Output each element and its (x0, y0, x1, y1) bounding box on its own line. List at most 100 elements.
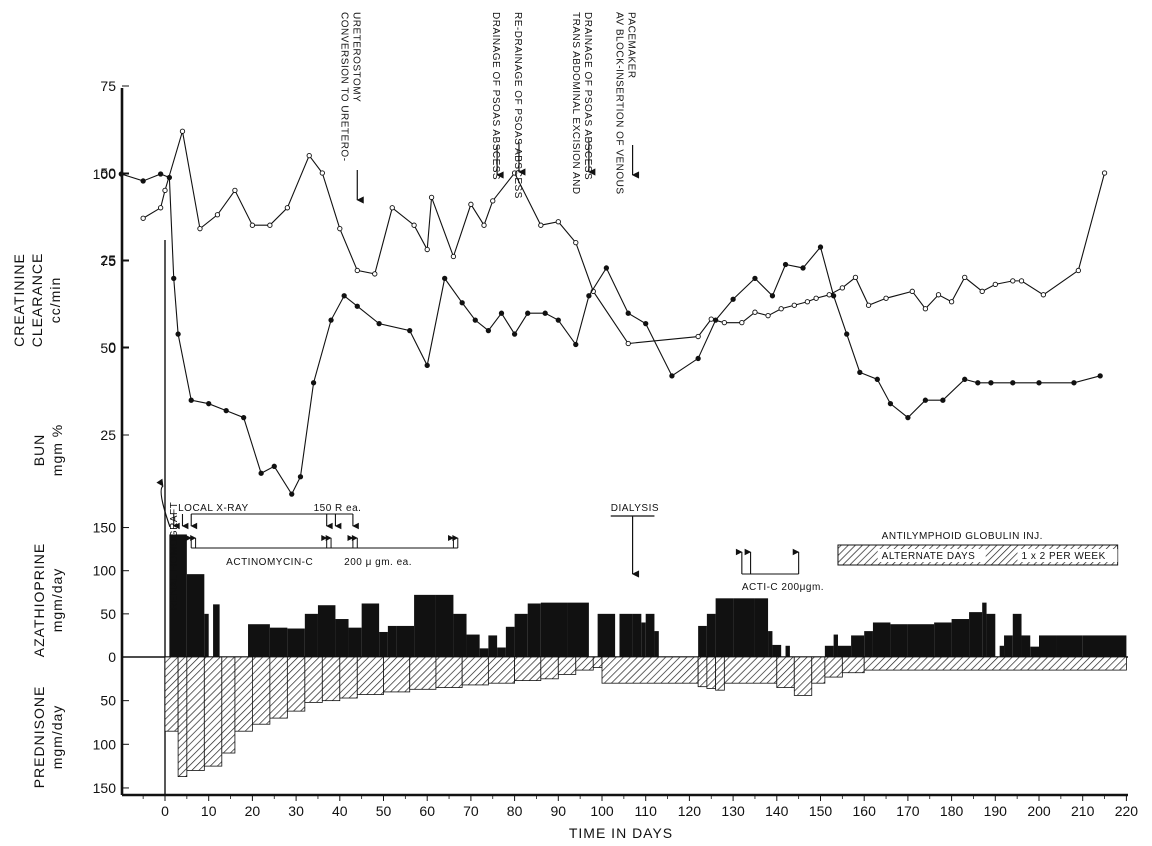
bun-point (800, 265, 806, 271)
prednisone-bar (487, 656, 516, 684)
prednisone-bar (251, 656, 271, 725)
bun-point (328, 317, 334, 323)
y-tick-label: 50 (100, 165, 116, 181)
x-tick-label: 190 (984, 803, 1008, 819)
prednisone-bar (409, 656, 437, 690)
bun-point (424, 362, 430, 369)
azathioprine-bar (785, 645, 790, 657)
azathioprine-bar (772, 644, 782, 657)
creatinine-point (708, 316, 714, 322)
azathioprine-bar (969, 612, 983, 657)
creatinine-point (852, 274, 859, 281)
x-tick-label: 20 (245, 803, 261, 819)
prednisone-bar (601, 656, 699, 684)
prednisone-bar (824, 656, 843, 678)
creatinine-point (721, 319, 728, 326)
bun-point (542, 310, 548, 316)
azathioprine-bar (934, 622, 952, 657)
prednisone-bars (164, 656, 1127, 778)
azathioprine-bar (597, 613, 616, 657)
x-tick-label: 130 (721, 803, 745, 819)
y-tick-label: 0 (108, 339, 116, 355)
x-tick-label: 70 (463, 803, 479, 819)
azathioprine-bar (453, 613, 467, 657)
azathioprine-bar (833, 634, 838, 657)
y-tick-label: 75 (100, 78, 116, 94)
bun-point (874, 376, 880, 382)
creatinine-ylabel: CREATININE CLEARANCE cc/min (11, 253, 63, 348)
creatinine-point (490, 198, 496, 204)
azathioprine-bar (304, 613, 318, 657)
bun-point (376, 320, 382, 327)
azathioprine-bar (864, 631, 873, 657)
bun-point (407, 327, 413, 334)
creatinine-point (424, 246, 430, 253)
event-label-text: DRAINAGE OF PSOAS ABSCESS (490, 12, 501, 180)
bun-point (643, 320, 649, 327)
bun-point (472, 317, 478, 323)
creatinine-point (232, 187, 238, 194)
creatinine-point (511, 170, 518, 176)
prednisone-bar (514, 656, 542, 681)
bun-point (887, 401, 894, 407)
azathioprine-bar (514, 613, 528, 657)
axes: 0 10 20 30 40 50 60 70 80 90 100 110 120 130 140 150 160… (93, 78, 1139, 819)
prednisone-bar (234, 656, 253, 732)
prednisone-bar (575, 656, 594, 671)
bun-ylabel: BUN mgm % (31, 424, 65, 476)
x-tick-label: 220 (1115, 803, 1139, 819)
azathioprine-bar (335, 619, 349, 657)
creatinine-point (625, 340, 631, 347)
event-label: URETEROSTOMY (350, 12, 361, 102)
bun-point (975, 380, 981, 386)
y-tick-label: 50 (100, 340, 116, 356)
bun-point (1036, 380, 1042, 386)
bun-point (171, 275, 177, 282)
prednisone-bar (177, 656, 188, 778)
azathioprine-bar (1021, 635, 1031, 657)
y-tick-label: 150 (93, 520, 117, 536)
x-tick-label: 210 (1071, 803, 1095, 819)
bun-series (118, 171, 1103, 497)
prednisone-bar (383, 656, 411, 693)
alg-title: ANTILYMPHOID GLOBULIN INJ. (882, 531, 1043, 542)
bun-point (782, 261, 789, 268)
bun-point (922, 397, 929, 403)
creatinine-point (909, 288, 915, 294)
azathioprine-bar (435, 594, 454, 657)
azathioprine-bar (1004, 635, 1013, 657)
prednisone-ylabel: PREDNISONE mgm/day (31, 686, 65, 789)
prednisone-bar (863, 656, 1127, 671)
azathioprine-bar (348, 627, 362, 657)
x-tick-label: 40 (332, 803, 348, 819)
azathioprine-bar (768, 631, 773, 657)
azathioprine-ylabel: AZATHIOPRINE mgm/day (31, 543, 65, 657)
prednisone-bar (793, 656, 813, 696)
creatinine-point (214, 212, 221, 218)
azathioprine-bar (1039, 635, 1057, 657)
bun-point (297, 474, 304, 480)
prednisone-bar (339, 656, 358, 699)
bun-ylabel-line: mgm % (49, 424, 65, 476)
azathioprine-bar (907, 624, 935, 657)
creatinine-point (1010, 278, 1016, 284)
creatinine-point (778, 306, 784, 312)
bun-point (289, 491, 295, 497)
bun-point (730, 296, 736, 302)
bun-point (625, 310, 631, 316)
bun-point (442, 275, 448, 282)
bun-point (830, 293, 837, 299)
actinomycin-dose-label: 200 μ gm. ea. (344, 557, 412, 568)
creatinine-point (813, 295, 819, 301)
azathioprine-bars (169, 534, 1127, 657)
bun-point (140, 178, 146, 184)
creatinine-point (865, 302, 872, 308)
azathioprine-bar (361, 603, 380, 657)
prednisone-bar (715, 656, 725, 691)
bun-point (844, 331, 850, 337)
azathioprine-bar (287, 628, 305, 657)
creatinine-point (948, 299, 955, 305)
bun-point (1071, 380, 1077, 386)
creatinine-point (935, 292, 942, 298)
